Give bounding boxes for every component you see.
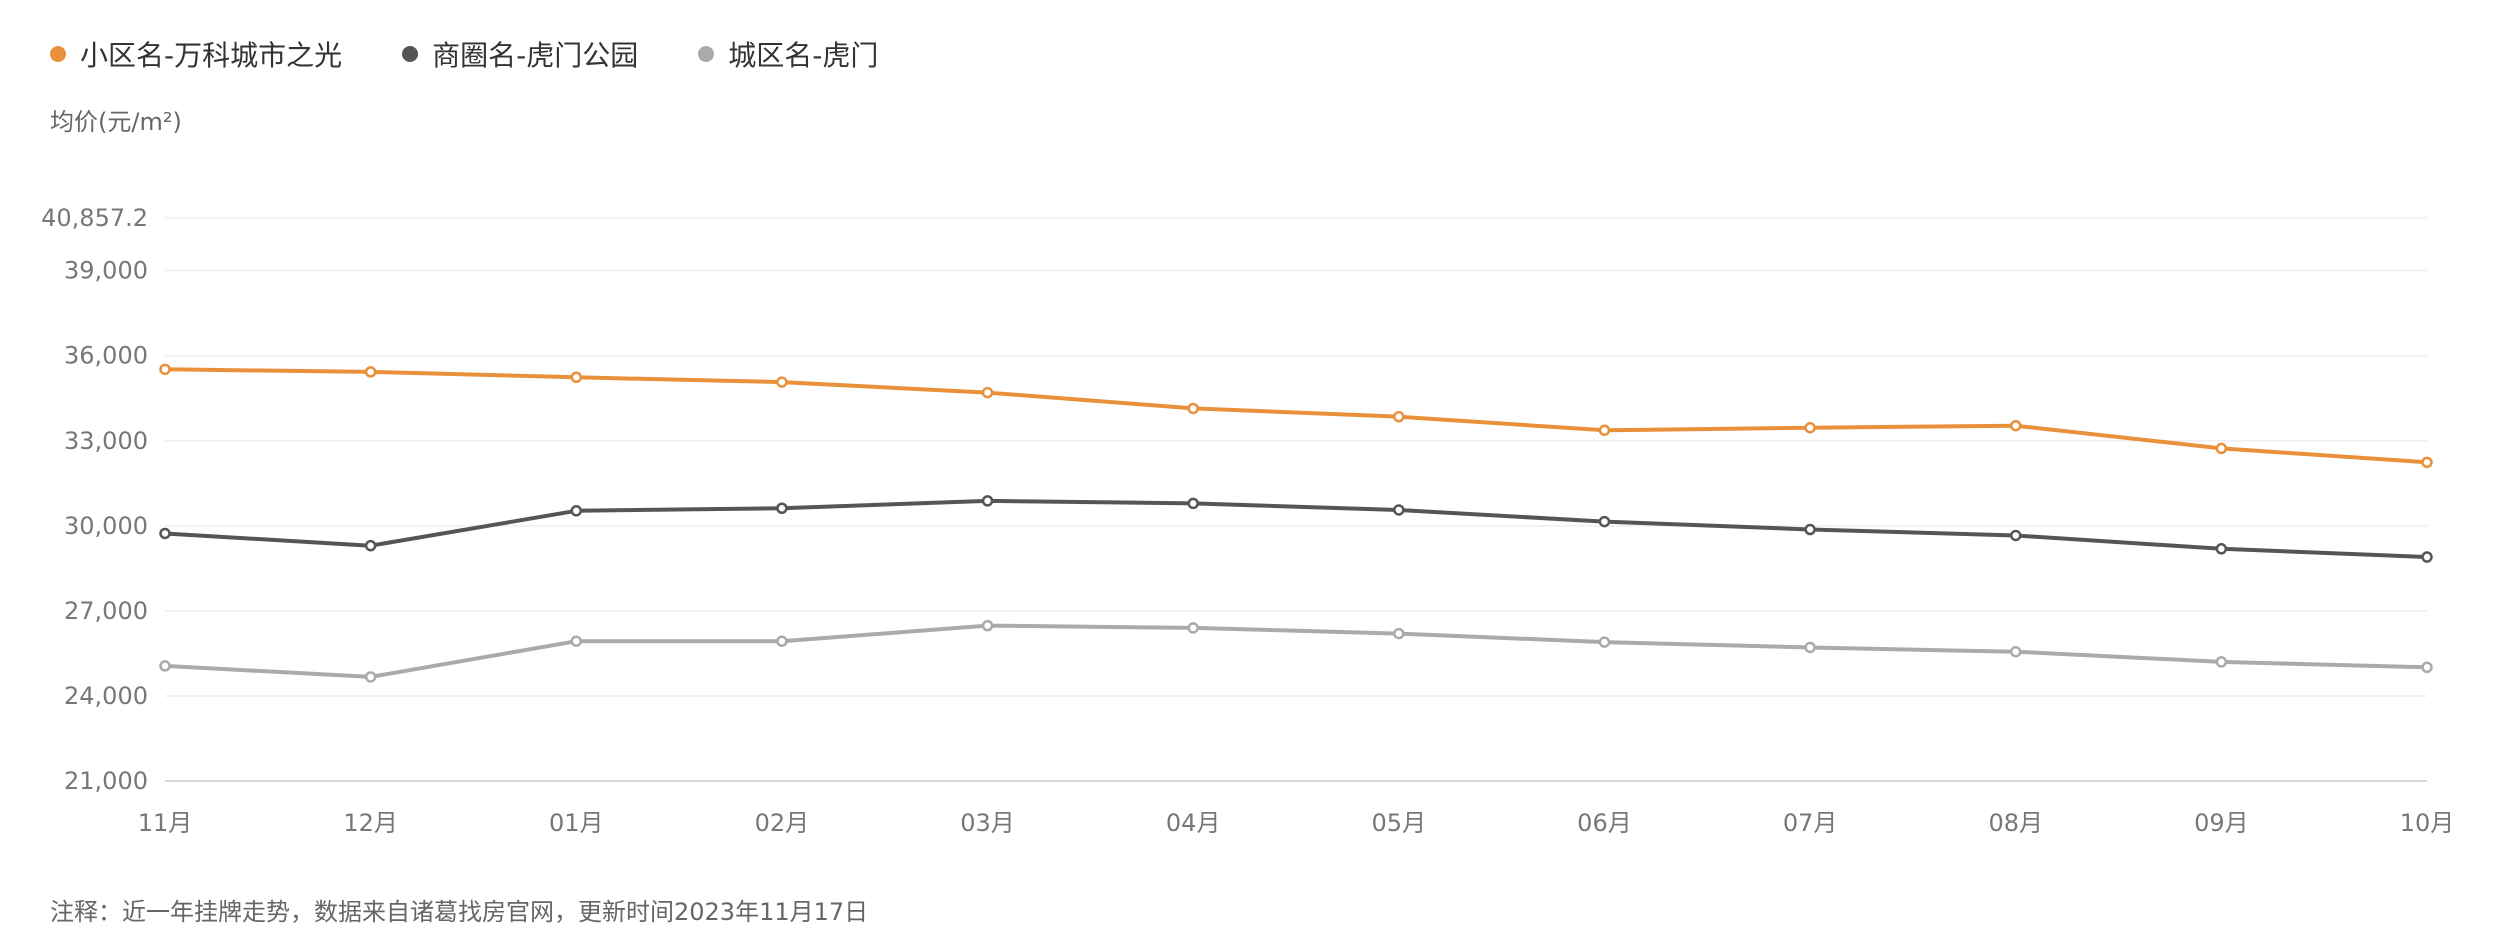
x-tick-label: 04月	[1166, 809, 1221, 837]
series-lines	[163, 367, 2429, 679]
data-point[interactable]	[2215, 442, 2228, 455]
data-point[interactable]	[1187, 622, 1199, 634]
x-tick-label: 11月	[138, 809, 193, 837]
data-point[interactable]	[2009, 419, 2022, 432]
y-tick-label: 33,000	[64, 427, 148, 455]
y-tick-label: 40,857.2	[41, 204, 148, 232]
x-tick-label: 12月	[343, 809, 398, 837]
y-tick-label: 36,000	[64, 342, 148, 370]
legend-item-business-district[interactable]: 商圈名-虎门公园	[402, 34, 638, 74]
y-tick-label: 27,000	[64, 597, 148, 625]
data-point[interactable]	[364, 671, 377, 683]
data-point[interactable]	[1804, 421, 1816, 434]
x-tick-label: 06月	[1577, 809, 1632, 837]
data-point[interactable]	[159, 363, 171, 376]
series-points	[159, 363, 2433, 683]
x-tick-label: 05月	[1372, 809, 1427, 837]
legend-dot-icon	[402, 46, 419, 62]
data-point[interactable]	[1393, 410, 1405, 423]
data-point[interactable]	[2421, 456, 2433, 469]
legend-dot-icon	[50, 46, 66, 62]
data-point[interactable]	[981, 619, 994, 632]
data-point[interactable]	[1187, 497, 1199, 510]
x-tick-label: 03月	[960, 809, 1015, 837]
data-point[interactable]	[2009, 529, 2022, 542]
data-point[interactable]	[2215, 656, 2228, 668]
data-point[interactable]	[981, 495, 994, 507]
legend-label: 城区名-虎门	[728, 39, 879, 72]
data-point[interactable]	[570, 635, 583, 647]
data-point[interactable]	[159, 527, 171, 540]
data-point[interactable]	[1598, 424, 1611, 437]
x-tick-label: 10月	[2400, 809, 2455, 837]
y-tick-label: 30,000	[64, 512, 148, 540]
legend-item-community[interactable]: 小区名-万科城市之光	[50, 34, 342, 74]
data-point[interactable]	[364, 539, 377, 552]
y-axis-unit-label: 均价(元/m²)	[50, 108, 182, 136]
data-point[interactable]	[776, 502, 788, 514]
data-point[interactable]	[1187, 402, 1199, 415]
data-point[interactable]	[2215, 543, 2228, 555]
data-point[interactable]	[1598, 636, 1611, 648]
x-tick-label: 09月	[2194, 809, 2249, 837]
data-point[interactable]	[2421, 661, 2433, 674]
x-tick-label: 08月	[1988, 809, 2043, 837]
series-line-1	[163, 498, 2429, 559]
legend-dot-icon	[698, 46, 715, 62]
data-point[interactable]	[364, 366, 377, 378]
series-line-0	[163, 367, 2429, 465]
x-tick-label: 02月	[755, 809, 810, 837]
legend-item-district[interactable]: 城区名-虎门	[698, 34, 878, 74]
y-tick-label: 24,000	[64, 682, 148, 710]
axes: 21,000 24,000 27,000 30,000 33,000 36,000 39,0…	[41, 204, 2454, 837]
data-point[interactable]	[1598, 515, 1611, 528]
data-point[interactable]	[1393, 627, 1405, 640]
data-point[interactable]	[2421, 551, 2433, 563]
chart-legend: 小区名-万科城市之光 商圈名-虎门公园 城区名-虎门	[50, 36, 938, 72]
chart-footnote: 注释：近一年挂牌走势，数据来自诸葛找房官网，更新时间2023年11月17日	[50, 898, 869, 926]
series-line-2	[163, 623, 2429, 679]
legend-label: 商圈名-虎门公园	[432, 39, 639, 72]
data-point[interactable]	[1804, 523, 1816, 536]
data-point[interactable]	[570, 505, 583, 517]
data-point[interactable]	[776, 635, 788, 647]
x-tick-label: 07月	[1783, 809, 1838, 837]
x-tick-label: 01月	[549, 809, 604, 837]
y-tick-label: 39,000	[64, 257, 148, 285]
y-tick-label: 21,000	[64, 767, 148, 795]
data-point[interactable]	[776, 376, 788, 388]
data-point[interactable]	[1804, 641, 1816, 654]
data-point[interactable]	[981, 386, 994, 399]
data-point[interactable]	[2009, 645, 2022, 658]
data-point[interactable]	[159, 660, 171, 672]
data-point[interactable]	[1393, 504, 1405, 516]
grid-lines	[165, 217, 2427, 782]
legend-label: 小区名-万科城市之光	[80, 39, 343, 72]
data-point[interactable]	[570, 371, 583, 384]
